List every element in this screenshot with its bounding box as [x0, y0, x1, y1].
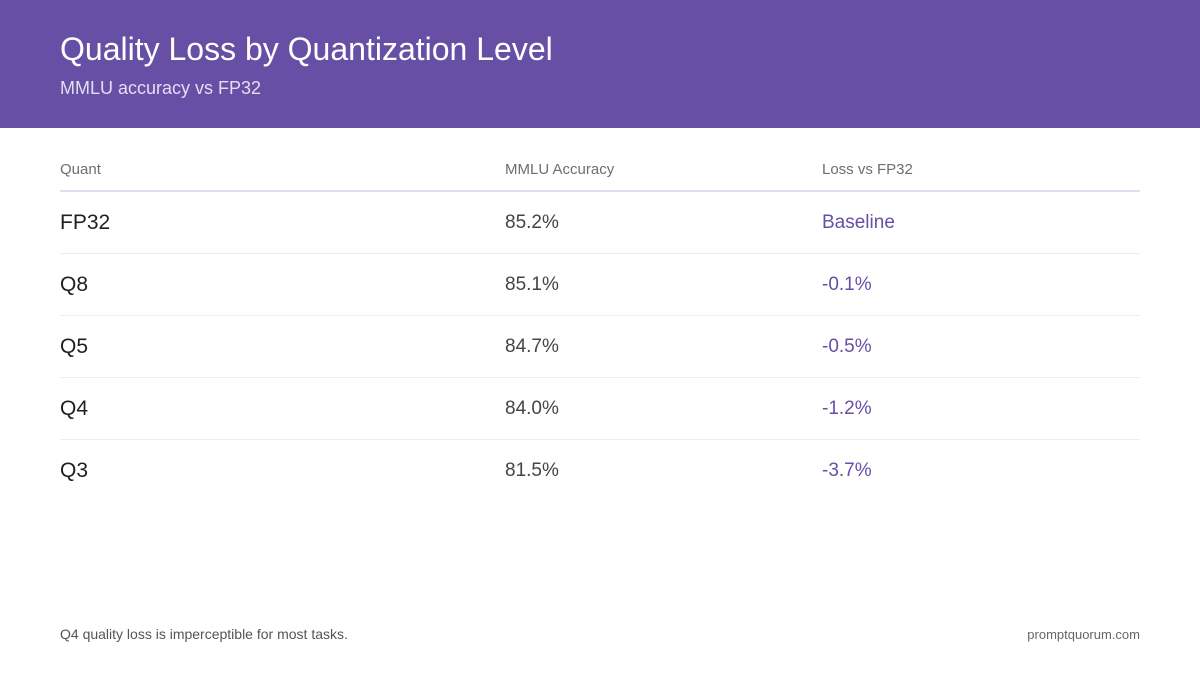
- quant-cell: Q5: [60, 335, 89, 358]
- accuracy-cell: 85.2%: [505, 212, 559, 233]
- table-row: Q3 81.5% -3.7%: [60, 440, 1140, 501]
- column-header-quant: Quant: [60, 161, 101, 178]
- footer-note: Q4 quality loss is imperceptible for mos…: [60, 626, 348, 642]
- page-subtitle: MMLU accuracy vs FP32: [60, 78, 262, 98]
- accuracy-cell: 81.5%: [505, 460, 559, 481]
- table-row: Q4 84.0% -1.2%: [60, 378, 1140, 440]
- accuracy-cell: 85.1%: [505, 274, 559, 295]
- table-header: Quant MMLU Accuracy Loss vs FP32: [60, 150, 1140, 192]
- quant-cell: Q3: [60, 459, 89, 482]
- loss-cell: -0.5%: [822, 336, 872, 357]
- page-title: Quality Loss by Quantization Level: [60, 31, 553, 67]
- header-banner: Quality Loss by Quantization Level MMLU …: [0, 0, 1200, 128]
- accuracy-cell: 84.7%: [505, 336, 559, 357]
- table-row: FP32 85.2% Baseline: [60, 192, 1140, 254]
- loss-cell: -3.7%: [822, 460, 872, 481]
- loss-cell: -1.2%: [822, 398, 872, 419]
- footer-site-credit: promptquorum.com: [1027, 627, 1140, 642]
- quant-cell: FP32: [60, 211, 111, 234]
- quant-cell: Q4: [60, 397, 89, 420]
- column-header-mmlu-accuracy: MMLU Accuracy: [505, 161, 615, 178]
- loss-cell: Baseline: [822, 212, 895, 233]
- quantization-table: Quant MMLU Accuracy Loss vs FP32 FP32 85…: [60, 150, 1140, 501]
- accuracy-cell: 84.0%: [505, 398, 559, 419]
- column-header-loss: Loss vs FP32: [822, 161, 913, 178]
- quant-cell: Q8: [60, 273, 89, 296]
- loss-cell: -0.1%: [822, 274, 872, 295]
- table-row: Q5 84.7% -0.5%: [60, 316, 1140, 378]
- table-row: Q8 85.1% -0.1%: [60, 254, 1140, 316]
